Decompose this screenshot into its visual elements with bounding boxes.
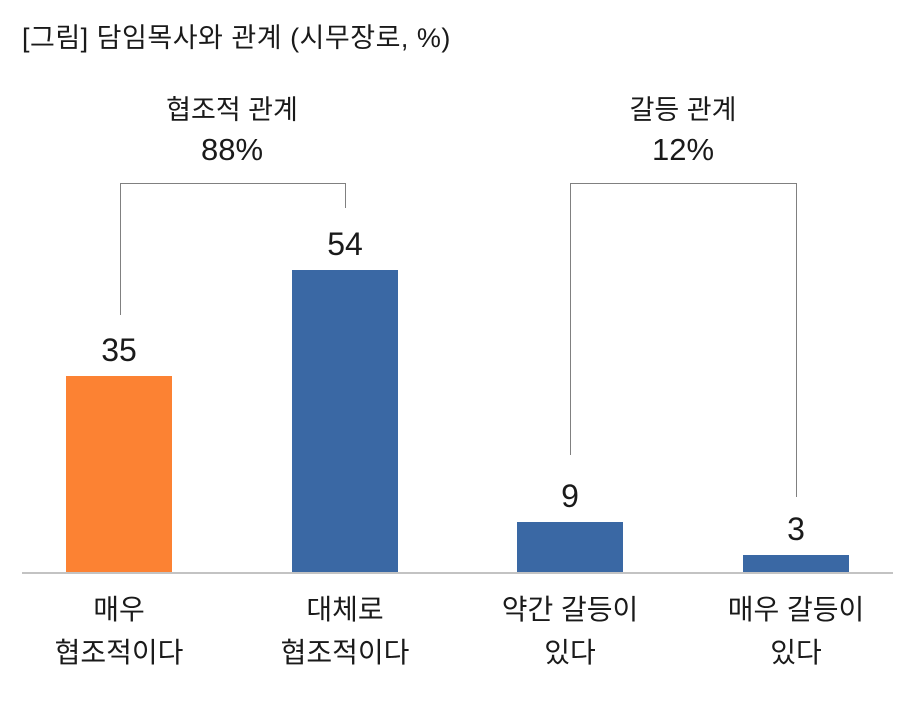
bar-group-mostly-cooperative: 54 (292, 227, 398, 572)
bar-mostly-cooperative (292, 270, 398, 572)
group-header-conflict: 갈등 관계 12% (533, 92, 833, 171)
group-percent-cooperative: 88% (200, 132, 264, 167)
group-label-conflict: 갈등 관계 (629, 95, 737, 125)
bracket-conflict-left-leg (570, 183, 571, 455)
bracket-cooperative-right-leg (345, 183, 346, 208)
bar-group-very-cooperative: 35 (66, 333, 172, 572)
category-label-very-cooperative: 매우 협조적이다 (54, 594, 184, 668)
bar-value-severe-conflict: 3 (787, 511, 805, 547)
bracket-cooperative-left-leg (120, 183, 121, 315)
bar-very-cooperative (66, 376, 172, 572)
group-percent-conflict: 12% (651, 132, 715, 167)
chart-title: [그림] 담임목사와 관계 (시무장로, %) (22, 23, 451, 53)
category-label-slight-conflict: 약간 갈등이 있다 (501, 594, 639, 668)
bar-group-slight-conflict: 9 (517, 479, 623, 572)
bar-slight-conflict (517, 522, 623, 572)
group-header-cooperative: 협조적 관계 88% (82, 92, 382, 171)
bar-group-severe-conflict: 3 (743, 512, 849, 572)
category-label-mostly-cooperative: 대체로 협조적이다 (280, 594, 410, 668)
group-label-cooperative: 협조적 관계 (166, 95, 298, 125)
category-label-severe-conflict: 매우 갈등이 있다 (727, 594, 865, 668)
bracket-conflict-right-leg (796, 183, 797, 497)
bar-value-very-cooperative: 35 (101, 332, 137, 368)
bracket-conflict-top (570, 183, 797, 184)
x-axis-baseline (22, 572, 893, 574)
bracket-cooperative-top (120, 183, 346, 184)
bar-severe-conflict (743, 555, 849, 572)
bar-value-mostly-cooperative: 54 (327, 226, 363, 262)
bar-value-slight-conflict: 9 (561, 478, 579, 514)
